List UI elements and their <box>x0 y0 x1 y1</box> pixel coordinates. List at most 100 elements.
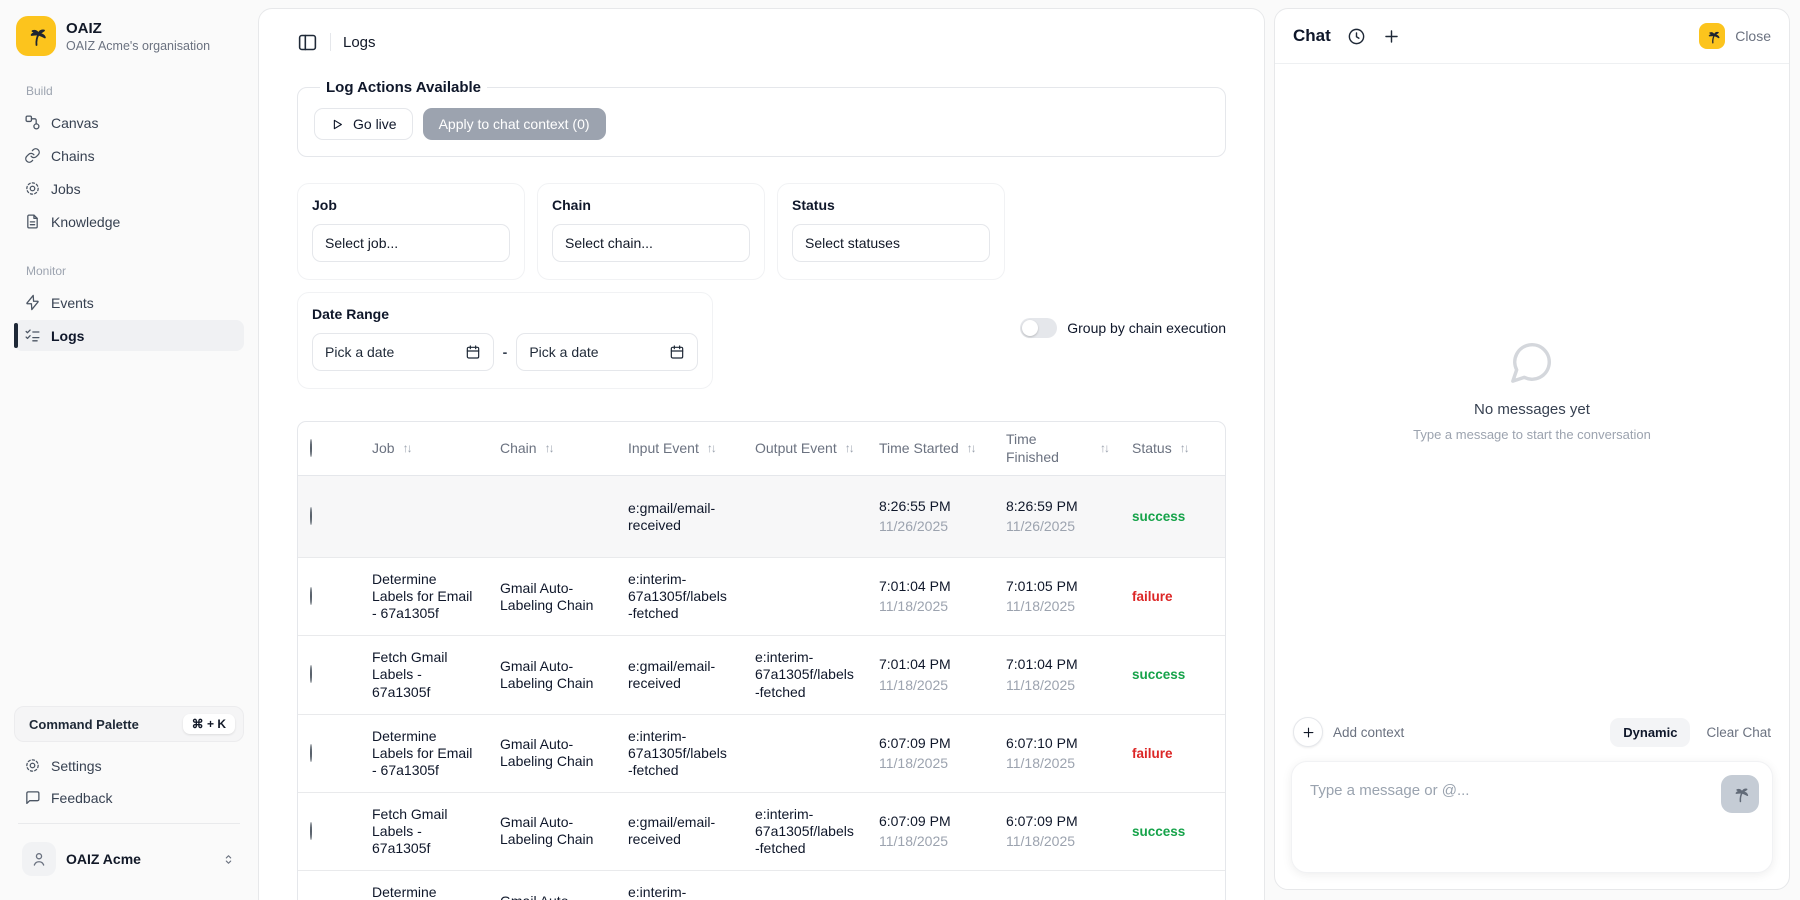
job-select[interactable]: Select job... <box>312 224 510 262</box>
sidebar-item-label: Knowledge <box>51 213 121 230</box>
message-bubble-icon <box>1509 339 1555 385</box>
row-checkbox[interactable] <box>310 587 312 606</box>
row-checkbox[interactable] <box>310 665 312 684</box>
gear-icon <box>24 757 41 774</box>
date-range-filter: Date Range Pick a date - Pick a date <box>297 292 713 389</box>
history-clock-icon[interactable] <box>1347 27 1366 46</box>
sort-icon[interactable] <box>1100 441 1108 456</box>
dynamic-mode-button[interactable]: Dynamic <box>1610 717 1691 747</box>
sidebar-item-label: Chains <box>51 147 95 164</box>
clear-chat-button[interactable]: Clear Chat <box>1706 724 1771 740</box>
go-live-button[interactable]: Go live <box>314 108 413 140</box>
sort-icon[interactable] <box>1180 441 1188 456</box>
chat-logo <box>1699 23 1726 49</box>
sidebar-item-label: Settings <box>51 757 102 774</box>
close-button[interactable]: Close <box>1735 28 1771 44</box>
status-select[interactable]: Select statuses <box>792 224 990 262</box>
column-header-time-finished: Time Finished <box>1006 431 1059 465</box>
status-badge: success <box>1132 508 1186 524</box>
column-header-output-event: Output Event <box>755 439 837 456</box>
apply-to-chat-context-button[interactable]: Apply to chat context (0) <box>422 108 606 140</box>
row-checkbox[interactable] <box>310 743 312 762</box>
sort-icon[interactable] <box>545 441 553 456</box>
person-icon <box>30 850 48 868</box>
table-row[interactable]: Fetch Gmail Labels - 67a1305f Gmail Auto… <box>298 635 1225 715</box>
section-label-build: Build <box>26 84 53 98</box>
document-icon <box>24 213 41 230</box>
chain-select[interactable]: Select chain... <box>552 224 750 262</box>
link-icon <box>24 147 41 164</box>
empty-state-subtitle: Type a message to start the conversation <box>1413 427 1651 442</box>
go-live-label: Go live <box>353 116 397 132</box>
status-badge: failure <box>1132 589 1173 605</box>
page-title: Logs <box>343 33 376 51</box>
sidebar-item-feedback[interactable]: Feedback <box>14 782 244 813</box>
column-header-time-started: Time Started <box>879 439 959 456</box>
row-checkbox[interactable] <box>310 507 312 526</box>
date-range-separator: - <box>502 344 508 360</box>
org-subtitle: OAIZ Acme's organisation <box>66 38 211 53</box>
sort-icon[interactable] <box>707 441 715 456</box>
org-header[interactable]: OAIZ OAIZ Acme's organisation <box>14 14 244 58</box>
group-by-chain-toggle[interactable] <box>1020 318 1058 338</box>
sort-icon[interactable] <box>845 441 853 456</box>
page-header: Logs <box>297 9 1226 61</box>
table-row[interactable]: Determine Labels for Email - 67a1305f Gm… <box>298 714 1225 793</box>
user-menu[interactable]: OAIZ Acme <box>14 834 244 884</box>
filters-row: Job Select job... Chain Select chain... … <box>297 183 1226 280</box>
start-date-placeholder: Pick a date <box>325 344 395 360</box>
chat-header: Chat Close <box>1275 9 1789 64</box>
sidebar-item-events[interactable]: Events <box>14 287 244 318</box>
status-badge: success <box>1132 667 1186 683</box>
status-badge: failure <box>1132 745 1173 761</box>
date-range-label: Date Range <box>312 306 390 322</box>
chat-message-input[interactable] <box>1292 762 1772 872</box>
sidebar-item-jobs[interactable]: Jobs <box>14 173 244 204</box>
sidebar-item-logs[interactable]: Logs <box>14 320 244 351</box>
status-filter: Status Select statuses <box>777 183 1005 280</box>
sidebar-footer: Command Palette ⌘ + K Settings <box>14 706 244 884</box>
column-header-chain: Chain <box>500 439 537 456</box>
chain-filter: Chain Select chain... <box>537 183 765 280</box>
add-context-label[interactable]: Add context <box>1333 724 1405 740</box>
select-all-checkbox[interactable] <box>310 438 312 457</box>
end-date-picker[interactable]: Pick a date <box>516 333 698 371</box>
send-button[interactable] <box>1721 775 1759 813</box>
table-row[interactable]: e:gmail/email-received 8:26:55 PM 11/26/2… <box>298 475 1225 559</box>
sidebar-item-knowledge[interactable]: Knowledge <box>14 206 244 237</box>
calendar-icon <box>669 344 685 360</box>
end-date-placeholder: Pick a date <box>529 344 599 360</box>
start-date-picker[interactable]: Pick a date <box>312 333 494 371</box>
group-by-chain-wrap: Group by chain execution <box>1020 318 1226 338</box>
status-badge: success <box>1132 823 1186 839</box>
play-icon <box>330 117 345 132</box>
sort-icon[interactable] <box>967 441 975 456</box>
add-context-button[interactable] <box>1293 717 1323 747</box>
command-palette-label: Command Palette <box>29 716 139 732</box>
sidebar-toggle-icon[interactable] <box>297 32 318 53</box>
sidebar-item-chains[interactable]: Chains <box>14 140 244 171</box>
workflow-icon <box>24 114 41 131</box>
table-row[interactable]: Determine Labels for Email - 67a1305f Gm… <box>298 557 1225 637</box>
table-row[interactable]: Determine Labels for Email - 67a1305f Gm… <box>372 884 687 900</box>
chat-messages-empty-state: No messages yet Type a message to start … <box>1275 64 1789 717</box>
divider <box>330 33 331 51</box>
group-by-chain-label: Group by chain execution <box>1067 320 1226 336</box>
palm-tree-icon <box>1730 784 1750 804</box>
avatar <box>22 842 56 876</box>
command-palette-button[interactable]: Command Palette ⌘ + K <box>14 706 244 742</box>
row-checkbox[interactable] <box>310 821 312 840</box>
sidebar-item-settings[interactable]: Settings <box>14 750 244 781</box>
palm-tree-icon <box>1704 28 1721 45</box>
new-chat-plus-icon[interactable] <box>1382 27 1401 46</box>
sidebar-item-canvas[interactable]: Canvas <box>14 107 244 138</box>
chat-input-container <box>1291 761 1773 873</box>
log-actions-legend: Log Actions Available <box>326 79 482 96</box>
sort-icon[interactable] <box>403 441 411 456</box>
org-name: OAIZ <box>66 19 102 37</box>
sidebar-item-label: Logs <box>51 327 85 344</box>
table-row[interactable]: Fetch Gmail Labels - 67a1305f Gmail Auto… <box>298 792 1225 872</box>
chat-panel: Chat Close <box>1274 8 1790 890</box>
sidebar: OAIZ OAIZ Acme's organisation Build Canv… <box>0 0 258 900</box>
chain-filter-label: Chain <box>552 197 591 213</box>
